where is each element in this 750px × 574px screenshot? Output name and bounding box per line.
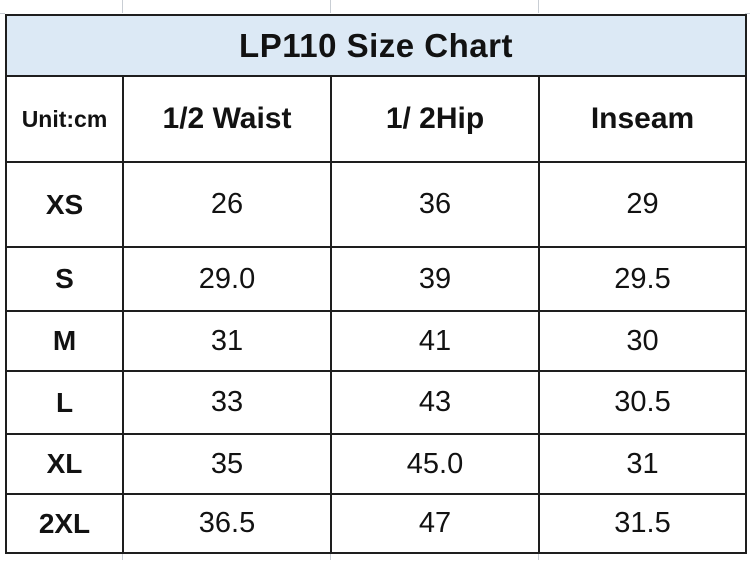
table-row-s: S 29.0 39 29.5 [5, 246, 748, 312]
hip-value: 45.0 [330, 433, 540, 495]
gridline-artifact [122, 554, 123, 560]
inseam-value: 31 [537, 433, 748, 495]
table-row-l: L 33 43 30.5 [5, 370, 748, 435]
waist-value: 35 [122, 433, 332, 495]
size-label: L [5, 370, 124, 435]
hip-value: 36 [330, 161, 540, 248]
size-label: XS [5, 161, 124, 248]
column-header-inseam: Inseam [537, 75, 748, 163]
table-row-2xl: 2XL 36.5 47 31.5 [5, 493, 748, 554]
inseam-value: 29 [537, 161, 748, 248]
gridline-artifact [0, 13, 5, 14]
inseam-value: 29.5 [537, 246, 748, 312]
inseam-value: 30.5 [537, 370, 748, 435]
hip-value: 43 [330, 370, 540, 435]
waist-value: 33 [122, 370, 332, 435]
hip-value: 39 [330, 246, 540, 312]
size-label: M [5, 310, 124, 372]
gridline-artifact [122, 0, 123, 13]
gridline-artifact [538, 0, 539, 13]
inseam-value: 31.5 [537, 493, 748, 554]
waist-value: 29.0 [122, 246, 332, 312]
gridline-artifact [330, 0, 331, 13]
gridline-artifact [745, 13, 750, 14]
hip-value: 41 [330, 310, 540, 372]
size-label: XL [5, 433, 124, 495]
size-chart-table: LP110 Size Chart Unit:cm 1/2 Waist 1/ 2H… [4, 14, 748, 554]
table-row-m: M 31 41 30 [5, 310, 748, 372]
table-header-row: Unit:cm 1/2 Waist 1/ 2Hip Inseam [5, 75, 748, 163]
size-label: 2XL [5, 493, 124, 554]
waist-value: 31 [122, 310, 332, 372]
waist-value: 36.5 [122, 493, 332, 554]
column-header-hip: 1/ 2Hip [330, 75, 540, 163]
table-title-row: LP110 Size Chart [4, 14, 748, 77]
unit-label: Unit:cm [5, 75, 124, 163]
gridline-artifact [538, 554, 539, 560]
table-row-xs: XS 26 36 29 [5, 161, 748, 248]
column-header-waist: 1/2 Waist [122, 75, 332, 163]
inseam-value: 30 [537, 310, 748, 372]
size-label: S [5, 246, 124, 312]
table-title: LP110 Size Chart [4, 14, 748, 77]
table-row-xl: XL 35 45.0 31 [5, 433, 748, 495]
waist-value: 26 [122, 161, 332, 248]
hip-value: 47 [330, 493, 540, 554]
gridline-artifact [330, 554, 331, 560]
